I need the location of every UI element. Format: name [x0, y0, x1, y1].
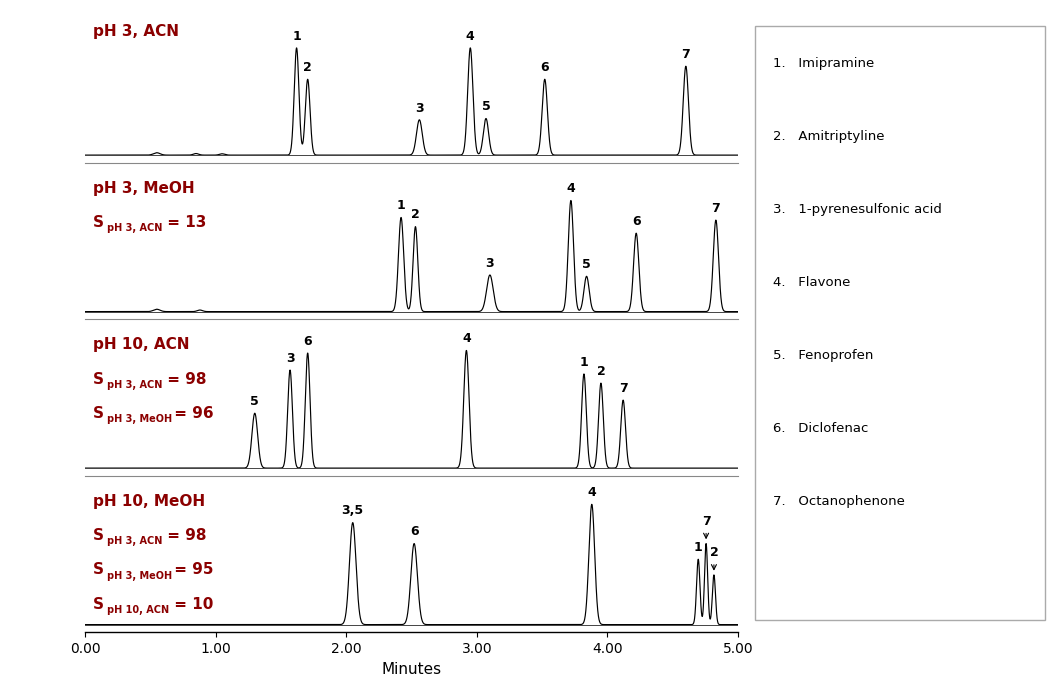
- Text: pH 3, ACN: pH 3, ACN: [106, 537, 161, 546]
- Text: pH 10, ACN: pH 10, ACN: [106, 605, 169, 615]
- Text: 1.   Imipramine: 1. Imipramine: [773, 57, 874, 70]
- Text: 2: 2: [411, 208, 419, 222]
- Text: pH 3, MeOH: pH 3, MeOH: [92, 181, 194, 196]
- Text: 1: 1: [397, 199, 406, 212]
- Text: 6: 6: [541, 61, 549, 74]
- Text: 3: 3: [485, 256, 494, 270]
- Text: = 96: = 96: [169, 406, 213, 421]
- Text: pH 10, MeOH: pH 10, MeOH: [92, 494, 205, 509]
- Text: pH 3, ACN: pH 3, ACN: [106, 379, 161, 390]
- Text: 7.   Octanophenone: 7. Octanophenone: [773, 495, 905, 508]
- Text: 4: 4: [587, 486, 596, 499]
- Text: S: S: [92, 597, 104, 612]
- Text: 5.   Fenoprofen: 5. Fenoprofen: [773, 349, 873, 362]
- Text: 5: 5: [582, 258, 590, 271]
- Text: = 10: = 10: [169, 597, 213, 612]
- Text: 1: 1: [580, 356, 588, 369]
- Text: = 13: = 13: [162, 215, 207, 230]
- Text: 5: 5: [481, 100, 491, 113]
- Text: 2: 2: [597, 365, 605, 378]
- FancyBboxPatch shape: [755, 26, 1045, 620]
- Text: = 95: = 95: [169, 562, 213, 578]
- Text: S: S: [92, 372, 104, 386]
- Text: 6: 6: [410, 525, 418, 539]
- Text: = 98: = 98: [162, 528, 207, 543]
- Text: 3: 3: [415, 101, 424, 115]
- Text: 7: 7: [702, 515, 710, 538]
- Text: pH 3, MeOH: pH 3, MeOH: [106, 571, 172, 580]
- Text: 4.   Flavone: 4. Flavone: [773, 276, 851, 289]
- Text: S: S: [92, 215, 104, 230]
- Text: 6.   Diclofenac: 6. Diclofenac: [773, 422, 869, 435]
- Text: 1: 1: [292, 30, 301, 42]
- Text: = 98: = 98: [162, 372, 207, 386]
- Text: 2: 2: [304, 61, 312, 74]
- Text: 4: 4: [566, 182, 576, 195]
- Text: 7: 7: [682, 48, 690, 61]
- Text: pH 10, ACN: pH 10, ACN: [92, 337, 189, 352]
- Text: 3.   1-pyrenesulfonic acid: 3. 1-pyrenesulfonic acid: [773, 203, 942, 216]
- Text: 1: 1: [693, 541, 703, 554]
- Text: S: S: [92, 406, 104, 421]
- Text: S: S: [92, 528, 104, 543]
- Text: 5: 5: [251, 395, 259, 408]
- Text: 4: 4: [462, 332, 470, 345]
- Text: 7: 7: [712, 202, 720, 215]
- Text: 2.   Amitriptyline: 2. Amitriptyline: [773, 130, 885, 143]
- Text: 7: 7: [619, 382, 628, 395]
- Text: pH 3, MeOH: pH 3, MeOH: [106, 414, 172, 424]
- Text: 3,5: 3,5: [342, 505, 364, 517]
- Text: pH 3, ACN: pH 3, ACN: [92, 24, 178, 40]
- Text: S: S: [92, 562, 104, 578]
- X-axis label: Minutes: Minutes: [381, 662, 442, 677]
- Text: 2: 2: [709, 546, 718, 570]
- Text: 6: 6: [632, 215, 640, 228]
- Text: 4: 4: [466, 30, 475, 42]
- Text: 3: 3: [286, 352, 294, 365]
- Text: 6: 6: [304, 335, 312, 348]
- Text: pH 3, ACN: pH 3, ACN: [106, 223, 161, 234]
